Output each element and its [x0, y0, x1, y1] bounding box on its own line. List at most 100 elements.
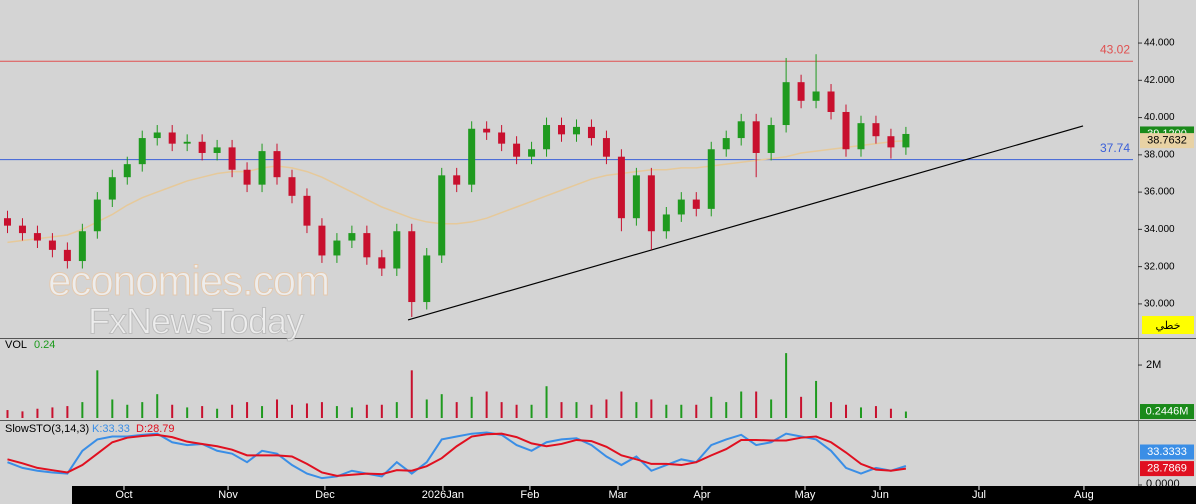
- volume-bar: [51, 407, 54, 418]
- volume-tag-box: [1140, 404, 1194, 420]
- volume-bar: [515, 404, 518, 418]
- volume-bar: [440, 394, 443, 418]
- candle-body: [333, 240, 341, 256]
- date-bar: [72, 486, 1196, 504]
- volume-bar: [276, 399, 279, 418]
- candle-body: [153, 132, 161, 139]
- candle-body: [722, 138, 730, 150]
- candle-body: [453, 175, 461, 185]
- stochastic-tag: 28.7869: [1147, 462, 1187, 474]
- volume-bar: [530, 404, 533, 418]
- scale-mode[interactable]: خطي: [1156, 320, 1181, 332]
- volume-bar: [201, 406, 204, 418]
- candle-body: [767, 125, 775, 153]
- stochastic-tag-box: [1140, 444, 1194, 460]
- volume-bar: [859, 407, 862, 418]
- x-tick-label: Feb: [520, 489, 539, 501]
- candle-body: [692, 199, 700, 209]
- candle-body: [168, 132, 176, 144]
- volume-bar: [81, 402, 84, 418]
- panel-title: VOL: [5, 339, 27, 351]
- x-tick-label: May: [795, 489, 816, 501]
- volume-bar: [485, 391, 488, 418]
- candle-body: [602, 138, 610, 157]
- volume-bar: [500, 402, 503, 418]
- candle-body: [872, 123, 880, 137]
- candle-body: [288, 177, 296, 196]
- volume-bar: [470, 396, 473, 418]
- y-tick-label: 40.000: [1144, 112, 1175, 123]
- volume-bar: [141, 402, 144, 418]
- volume-bar: [425, 399, 428, 418]
- y-tick-label: 30.000: [1144, 299, 1175, 310]
- candle-body: [572, 126, 580, 135]
- volume-bar: [650, 399, 653, 418]
- volume-bar: [335, 406, 338, 418]
- candle-body: [737, 121, 745, 139]
- candle-body: [3, 218, 11, 226]
- candle-body: [213, 147, 221, 153]
- candle-body: [617, 156, 625, 219]
- candle-body: [258, 151, 266, 185]
- volume-bar: [904, 411, 907, 418]
- volume-bar: [815, 380, 818, 418]
- stochastic-tag: 33.3333: [1147, 446, 1187, 458]
- candle-body: [902, 133, 910, 148]
- volume-bar: [455, 402, 458, 418]
- candle-body: [842, 111, 850, 150]
- candle-body: [827, 91, 835, 112]
- volume-bar: [605, 399, 608, 418]
- price-tag-box: [1140, 133, 1194, 149]
- candle-body: [587, 126, 595, 139]
- volume-bar: [111, 399, 114, 418]
- y-tick-label: 34.000: [1144, 224, 1175, 235]
- horizontal-line-label: 37.74: [1100, 141, 1130, 155]
- volume-bar: [395, 402, 398, 418]
- volume-bar: [874, 406, 877, 418]
- candle-body: [348, 233, 356, 241]
- candle-body: [468, 128, 476, 185]
- volume-bar: [186, 407, 189, 418]
- volume-bar: [6, 410, 9, 418]
- scale-mode-button[interactable]: [1142, 316, 1194, 334]
- y-tick-label: 44.000: [1144, 38, 1175, 49]
- candle-body: [558, 125, 566, 135]
- candle-body: [423, 255, 431, 303]
- volume-bar: [216, 408, 219, 418]
- candle-body: [857, 123, 865, 150]
- candle-body: [647, 175, 655, 232]
- candle-body: [393, 231, 401, 269]
- volume-bar: [305, 403, 308, 418]
- stochastic-line: [7, 431, 907, 480]
- volume-bar: [410, 370, 413, 418]
- volume-bar: [320, 402, 323, 418]
- volume-bar: [380, 404, 383, 418]
- candle-body: [183, 141, 191, 144]
- volume-bar: [845, 404, 848, 418]
- volume-bar: [680, 404, 683, 418]
- candle-body: [228, 147, 236, 170]
- volume-bar: [575, 402, 578, 418]
- panel-value: 0.24: [34, 339, 55, 351]
- volume-bar: [545, 386, 548, 418]
- volume-bar: [800, 396, 803, 418]
- volume-bar: [261, 406, 264, 418]
- x-tick-label: Aug: [1074, 489, 1094, 501]
- volume-bar: [710, 396, 713, 418]
- candle-body: [18, 225, 26, 234]
- x-tick-label: Mar: [608, 489, 627, 501]
- candle-body: [483, 128, 491, 133]
- watermark-text: economies.com: [48, 257, 329, 304]
- x-tick-label: Jul: [972, 489, 986, 501]
- volume-bar: [785, 353, 788, 418]
- candle-body: [198, 141, 206, 153]
- volume-bar: [231, 404, 234, 418]
- candle-body: [123, 164, 131, 178]
- candle-body: [752, 121, 760, 153]
- legend-entry: K:33.33: [92, 423, 130, 435]
- y-tick-label: 38.000: [1144, 149, 1175, 160]
- price-tag: 38.7632: [1147, 135, 1187, 147]
